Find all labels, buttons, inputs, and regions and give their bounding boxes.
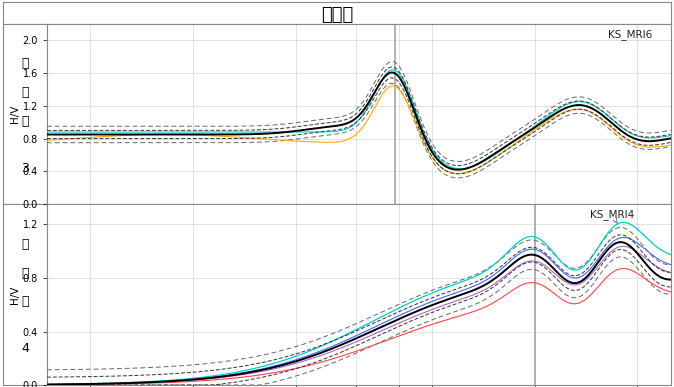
Text: 보: 보 (22, 267, 29, 279)
Text: KS_MRI6: KS_MRI6 (608, 29, 652, 40)
Text: KS_MRI4: KS_MRI4 (590, 209, 634, 223)
Text: 외연도: 외연도 (321, 6, 353, 24)
Text: 3: 3 (22, 162, 29, 175)
X-axis label: Frequency (Hz): Frequency (Hz) (319, 226, 398, 236)
Y-axis label: H/V: H/V (10, 286, 20, 304)
Text: 지: 지 (22, 295, 29, 308)
Text: 지: 지 (22, 115, 29, 128)
Text: 후: 후 (22, 238, 29, 251)
Text: 보: 보 (22, 86, 29, 99)
Text: 후: 후 (22, 57, 29, 70)
Y-axis label: H/V: H/V (10, 105, 20, 123)
Text: 4: 4 (22, 342, 29, 355)
